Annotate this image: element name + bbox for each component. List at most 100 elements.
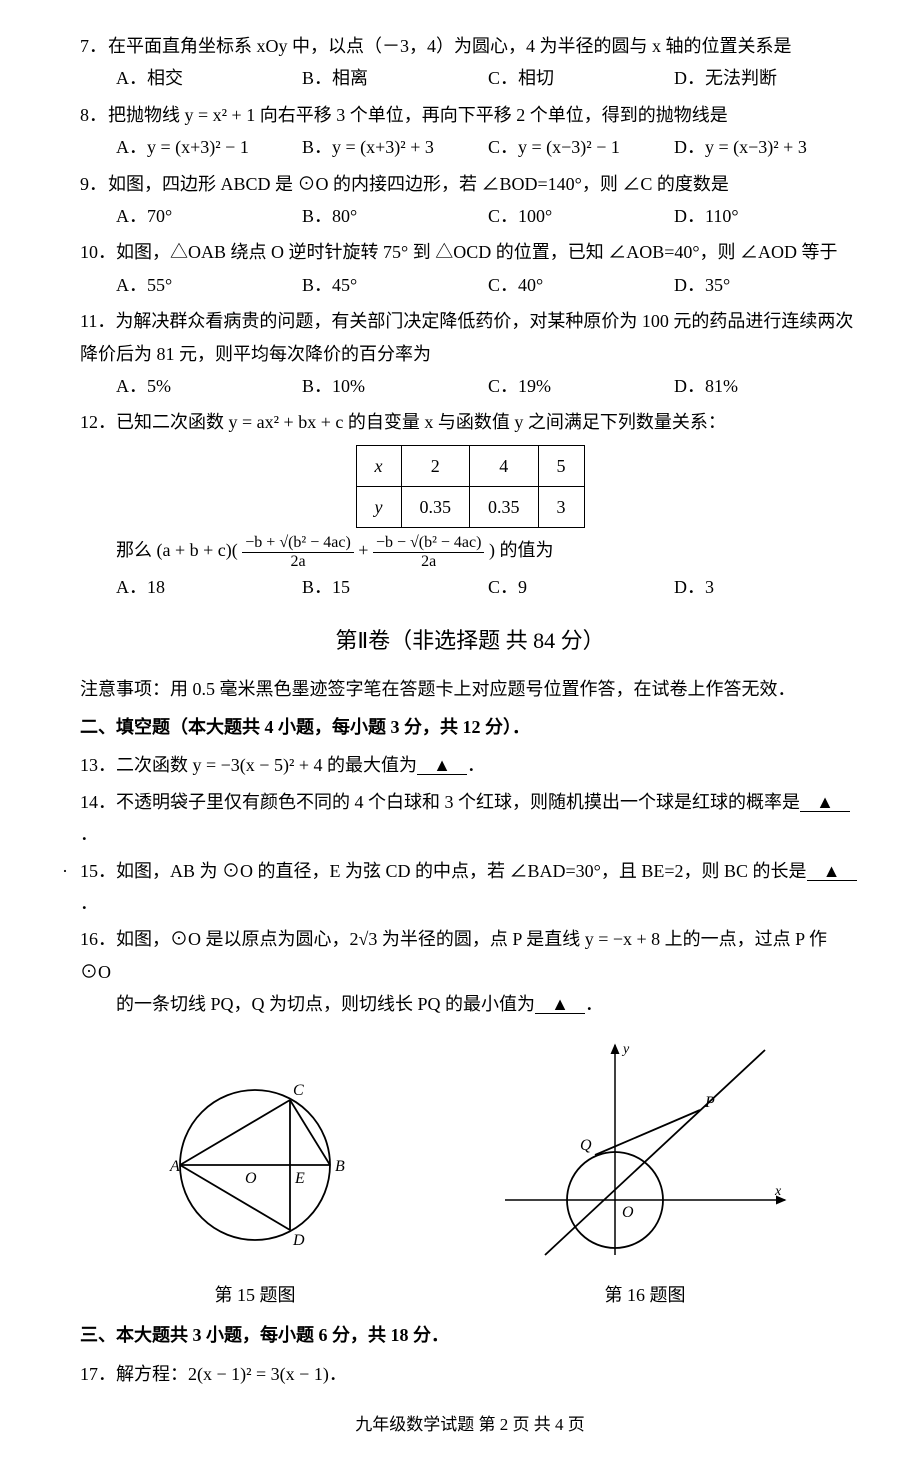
options: A．5% B．10% C．19% D．81% bbox=[80, 370, 860, 402]
cell: 0.35 bbox=[470, 487, 539, 528]
option-d: D．y = (x−3)² + 3 bbox=[674, 131, 860, 163]
fig15-svg: A B C D O E bbox=[145, 1065, 365, 1265]
question-8: 8．把抛物线 y = x² + 1 向右平移 3 个单位，再向下平移 2 个单位… bbox=[80, 99, 860, 164]
question-13: 13．二次函数 y = −3(x − 5)² + 4 的最大值为． bbox=[80, 749, 860, 781]
option-c: C．相切 bbox=[488, 62, 674, 94]
q-post: ． bbox=[80, 824, 98, 844]
q-text: 如图，AB 为 ⊙O 的直径，E 为弦 CD 的中点，若 ∠BAD=30°，且 … bbox=[116, 861, 807, 881]
q-num: 7． bbox=[80, 30, 108, 62]
cell: 4 bbox=[470, 445, 539, 486]
label-C: C bbox=[293, 1082, 304, 1099]
option-b: B．15 bbox=[302, 571, 488, 603]
fraction-2: −b − √(b² − 4ac) 2a bbox=[373, 534, 485, 570]
q-num: 11． bbox=[80, 305, 115, 337]
cell: y bbox=[356, 487, 401, 528]
question-14: 14．不透明袋子里仅有颜色不同的 4 个白球和 3 个红球，则随机摸出一个球是红… bbox=[80, 786, 860, 851]
options: A．70° B．80° C．100° D．110° bbox=[80, 200, 860, 232]
q12-expr: 那么 (a + b + c)( −b + √(b² − 4ac) 2a + −b… bbox=[80, 534, 860, 570]
q-text: 为解决群众看病贵的问题，有关部门决定降低药价，对某种原价为 100 元的药品进行… bbox=[80, 311, 853, 363]
cell: 5 bbox=[538, 445, 584, 486]
numerator: −b + √(b² − 4ac) bbox=[242, 534, 354, 553]
q-post: ． bbox=[80, 893, 98, 913]
q-num: 13． bbox=[80, 749, 116, 781]
margin-dot: · bbox=[62, 855, 68, 887]
option-c: C．9 bbox=[488, 571, 674, 603]
option-b: B．相离 bbox=[302, 62, 488, 94]
denominator: 2a bbox=[373, 553, 485, 571]
cell: 2 bbox=[401, 445, 470, 486]
figure-16: O P Q x y 第 16 题图 bbox=[495, 1035, 795, 1312]
option-a: A．18 bbox=[116, 571, 302, 603]
option-a: A．55° bbox=[116, 269, 302, 301]
q-num: 14． bbox=[80, 786, 116, 818]
q-text: 如图，△OAB 绕点 O 逆时针旋转 75° 到 △OCD 的位置，已知 ∠AO… bbox=[116, 242, 838, 262]
q-num: 9． bbox=[80, 168, 108, 200]
cell: 3 bbox=[538, 487, 584, 528]
option-b: B．y = (x+3)² + 3 bbox=[302, 131, 488, 163]
q-num: 16． bbox=[80, 923, 116, 955]
question-15: · 15．如图，AB 为 ⊙O 的直径，E 为弦 CD 的中点，若 ∠BAD=3… bbox=[80, 855, 860, 920]
question-17: 17．解方程：2(x − 1)² = 3(x − 1)． bbox=[80, 1358, 860, 1390]
fig16-svg: O P Q x y bbox=[495, 1035, 795, 1265]
denominator: 2a bbox=[242, 553, 354, 571]
question-12: 12．已知二次函数 y = ax² + bx + c 的自变量 x 与函数值 y… bbox=[80, 406, 860, 603]
label-P: P bbox=[704, 1094, 715, 1111]
option-c: C．y = (x−3)² − 1 bbox=[488, 131, 674, 163]
blank bbox=[807, 862, 857, 881]
option-d: D．110° bbox=[674, 200, 860, 232]
q-num: 15． bbox=[80, 855, 116, 887]
question-9: 9．如图，四边形 ABCD 是 ⊙O 的内接四边形，若 ∠BOD=140°，则 … bbox=[80, 168, 860, 233]
q-post: ． bbox=[467, 755, 485, 775]
numerator: −b − √(b² − 4ac) bbox=[373, 534, 485, 553]
question-10: 10．如图，△OAB 绕点 O 逆时针旋转 75° 到 △OCD 的位置，已知 … bbox=[80, 236, 860, 301]
option-d: D．3 bbox=[674, 571, 860, 603]
page-footer: 九年级数学试题 第 2 页 共 4 页 bbox=[80, 1410, 860, 1441]
cell: x bbox=[356, 445, 401, 486]
label-Q: Q bbox=[580, 1137, 592, 1154]
option-b: B．10% bbox=[302, 370, 488, 402]
blank bbox=[535, 995, 585, 1014]
q-num: 12． bbox=[80, 406, 116, 438]
figures-row: A B C D O E 第 15 题图 O P Q x y 第 1 bbox=[80, 1035, 860, 1312]
label-O: O bbox=[245, 1170, 257, 1187]
blank bbox=[417, 756, 467, 775]
expr-prefix: 那么 (a + b + c)( bbox=[116, 541, 238, 561]
option-a: A．70° bbox=[116, 200, 302, 232]
option-a: A．y = (x+3)² − 1 bbox=[116, 131, 302, 163]
notice: 注意事项：用 0.5 毫米黑色墨迹签字笔在答题卡上对应题号位置作答，在试卷上作答… bbox=[80, 673, 860, 705]
expr-suffix: ) 的值为 bbox=[489, 541, 554, 561]
expr-mid: + bbox=[358, 541, 373, 561]
q-text: 把抛物线 y = x² + 1 向右平移 3 个单位，再向下平移 2 个单位，得… bbox=[108, 105, 728, 125]
options: A．55° B．45° C．40° D．35° bbox=[80, 269, 860, 301]
blank bbox=[800, 793, 850, 812]
q-num: 17． bbox=[80, 1358, 116, 1390]
label-D: D bbox=[292, 1232, 305, 1249]
option-d: D．81% bbox=[674, 370, 860, 402]
question-7: 7．在平面直角坐标系 xOy 中，以点（－3，4）为圆心，4 为半径的圆与 x … bbox=[80, 30, 860, 95]
q12-table: x 2 4 5 y 0.35 0.35 3 bbox=[356, 445, 585, 529]
label-x: x bbox=[774, 1184, 782, 1199]
q-text: 如图，四边形 ABCD 是 ⊙O 的内接四边形，若 ∠BOD=140°，则 ∠C… bbox=[108, 174, 729, 194]
fill-head: 二、填空题（本大题共 4 小题，每小题 3 分，共 12 分）． bbox=[80, 711, 860, 743]
fraction-1: −b + √(b² − 4ac) 2a bbox=[242, 534, 354, 570]
options: A．y = (x+3)² − 1 B．y = (x+3)² + 3 C．y = … bbox=[80, 131, 860, 163]
question-16: 16．如图，⊙O 是以原点为圆心，2√3 为半径的圆，点 P 是直线 y = −… bbox=[80, 923, 860, 1020]
figure-15: A B C D O E 第 15 题图 bbox=[145, 1065, 365, 1312]
section-2-title: 第Ⅱ卷（非选择题 共 84 分） bbox=[80, 621, 860, 661]
option-c: C．100° bbox=[488, 200, 674, 232]
q-num: 8． bbox=[80, 99, 108, 131]
q-text-b: 的一条切线 PQ，Q 为切点，则切线长 PQ 的最小值为 bbox=[116, 994, 535, 1014]
label-E: E bbox=[294, 1170, 305, 1187]
q-text: 在平面直角坐标系 xOy 中，以点（－3，4）为圆心，4 为半径的圆与 x 轴的… bbox=[108, 36, 792, 56]
q-post: ． bbox=[585, 994, 603, 1014]
option-d: D．无法判断 bbox=[674, 62, 860, 94]
label-O: O bbox=[622, 1204, 634, 1221]
option-c: C．40° bbox=[488, 269, 674, 301]
label-B: B bbox=[335, 1158, 345, 1175]
cell: 0.35 bbox=[401, 487, 470, 528]
fig16-caption: 第 16 题图 bbox=[495, 1279, 795, 1311]
q-text: 解方程：2(x − 1)² = 3(x − 1)． bbox=[116, 1364, 347, 1384]
option-b: B．80° bbox=[302, 200, 488, 232]
options: A．相交 B．相离 C．相切 D．无法判断 bbox=[80, 62, 860, 94]
q-num: 10． bbox=[80, 236, 116, 268]
